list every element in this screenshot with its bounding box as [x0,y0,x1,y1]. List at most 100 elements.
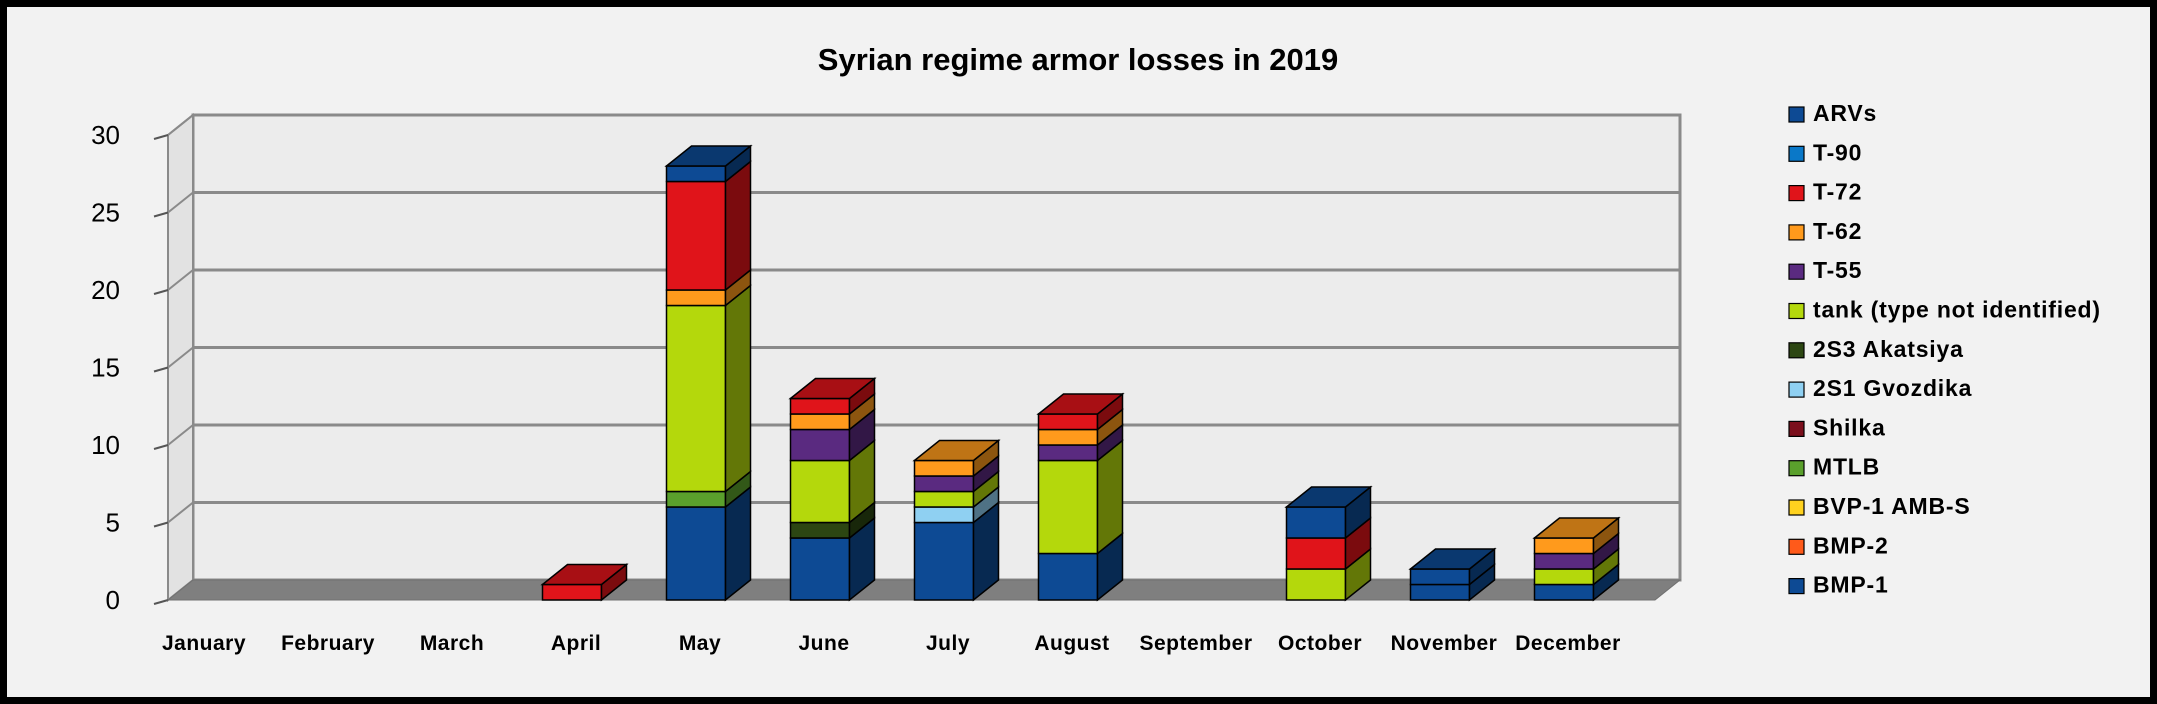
x-tick-label-april: April [551,632,601,655]
legend-swatch-t-55 [1788,263,1805,280]
y-tick-mark [153,366,169,373]
legend-label-2s3-akatsiya: 2S3 Akatsiya [1813,336,1964,362]
y-tick-mark [153,134,169,140]
y-tick-label: 30 [91,120,120,150]
arvs-bar-november-top [1408,548,1497,570]
x-tick-label-june: June [798,632,849,655]
t-62-bar-june-front [789,413,851,431]
x-tick-label-may: May [679,632,721,655]
t-62-bar-december-top [1532,517,1621,539]
legend-label-t-62: T-62 [1813,218,1862,244]
arvs-bar-october-top [1284,486,1373,508]
y-tick-label: 0 [106,585,120,615]
legend-swatch-shilka [1788,420,1805,437]
x-tick-label-august: August [1034,632,1109,655]
legend-swatch-t-90 [1788,145,1805,162]
t-62-bar-august-front [1037,428,1099,446]
legend-label-bmp-2: BMP-2 [1813,532,1889,558]
tank-type-not-identified-bar-august-front [1037,459,1099,555]
y-tick-label: 5 [106,508,120,538]
gridline-side [167,269,194,291]
legend-label-tank-type-not-identified: tank (type not identified) [1813,297,2101,323]
x-tick-label-december: December [1515,632,1621,655]
legend-label-mtlb: MTLB [1813,454,1880,480]
legend-swatch-arvs [1788,106,1805,123]
x-tick-label-july: July [926,632,970,655]
t-72-bar-october-front [1285,537,1347,570]
t-55-bar-august-front [1037,444,1099,462]
legend-swatch-tank-type-not-identified [1788,302,1805,320]
legend-swatch-t-72 [1788,185,1805,202]
chart-title: Syrian regime armor losses in 2019 [818,42,1338,77]
tank-type-not-identified-bar-may-front [665,304,727,493]
legend-label-bmp-1: BMP-1 [1813,572,1889,598]
legend-swatch-bmp-2 [1788,538,1805,555]
x-tick-label-january: January [162,632,246,655]
legend-label-shilka: Shilka [1813,414,1886,440]
2s3-akatsiya-bar-june-front [789,521,851,539]
t-62-bar-december-front [1533,537,1595,555]
y-tick-mark [153,444,169,450]
arvs-bar-november-front [1409,568,1471,586]
2s1-gvozdika-bar-july-front [913,506,975,524]
t-55-bar-june-front [789,428,851,462]
t-72-bar-august-front [1037,413,1099,431]
legend-swatch-2s1-gvozdika [1788,381,1805,398]
legend-label-t-90: T-90 [1813,139,1862,165]
x-tick-label-march: March [420,632,484,655]
y-tick-label: 10 [91,430,120,460]
y-tick-mark [153,211,169,218]
t-62-bar-july-top [912,439,1001,462]
x-tick-label-november: November [1391,632,1498,655]
x-tick-label-october: October [1278,632,1362,655]
t-72-bar-april-top [540,563,629,586]
gridline-side [167,191,194,214]
y-tick-mark [153,599,169,605]
x-tick-label-september: September [1139,632,1252,655]
bmp-1-bar-may-front [665,506,727,601]
t-55-bar-july-front [913,475,975,493]
tank-type-not-identified-bar-june-front [789,459,851,524]
t-62-bar-july-front [913,459,975,477]
y-tick-mark [153,289,169,295]
legend-label-arvs: ARVs [1813,100,1877,126]
tank-type-not-identified-bar-may-side [724,283,752,494]
legend-swatch-bmp-1 [1788,577,1805,595]
arvs-bar-may-top [664,145,753,167]
t-72-bar-may-side [724,159,752,292]
tank-type-not-identified-bar-july-front [913,490,975,508]
y-tick-mark [153,521,169,528]
gridline-side [167,424,194,446]
y-tick-label: 20 [91,275,120,305]
bmp-1-bar-december-front [1533,583,1595,601]
gridline-side [167,501,194,524]
t-72-bar-august-top [1036,393,1125,415]
legend-label-2s1-gvozdika: 2S1 Gvozdika [1813,375,1972,401]
t-55-bar-december-front [1533,552,1595,570]
y-tick-label: 15 [91,353,120,383]
t-72-bar-april-front [541,583,603,601]
y-tick-label: 25 [91,198,120,228]
mtlb-bar-may-front [665,490,727,508]
gridline-side [167,346,194,369]
t-62-bar-may-front [665,289,727,307]
x-tick-label-february: February [281,632,375,655]
t-72-bar-may-front [665,180,727,291]
bmp-1-bar-august-front [1037,552,1099,601]
legend-swatch-mtlb [1788,460,1805,477]
legend-label-t-55: T-55 [1813,257,1862,283]
legend-label-bvp-1-amb-s: BVP-1 AMB-S [1813,493,1970,519]
t-72-bar-june-top [788,377,877,400]
gridline-side [167,114,194,136]
arvs-bar-october-front [1285,506,1347,539]
bmp-1-bar-june-front [789,537,851,601]
tank-type-not-identified-bar-october-front [1285,568,1347,601]
tank-type-not-identified-bar-december-front [1533,568,1595,586]
arvs-bar-may-front [665,165,727,183]
legend-swatch-bvp-1-amb-s [1788,499,1805,516]
bmp-1-bar-july-front [913,521,975,601]
legend-swatch-2s3-akatsiya [1788,342,1805,359]
t-72-bar-june-front [789,397,851,415]
bmp-1-bar-november-front [1409,583,1471,601]
